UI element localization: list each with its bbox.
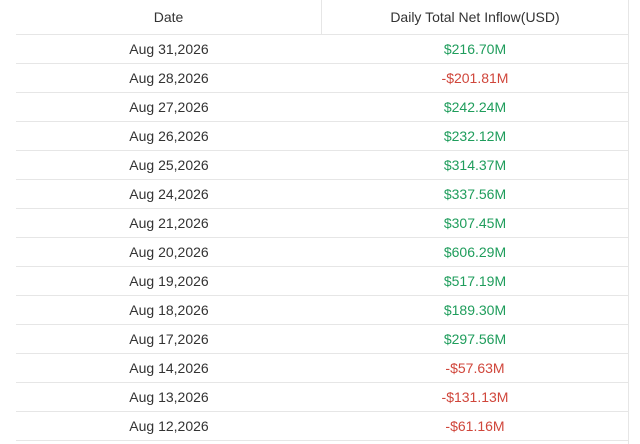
date-cell: Aug 12,2026: [129, 418, 209, 434]
date-cell: Aug 21,2026: [129, 215, 209, 231]
table-row: Aug 12,2026 -$61.16M: [16, 412, 628, 441]
net-inflow-cell: $189.30M: [443, 302, 507, 318]
date-cell: Aug 18,2026: [129, 302, 209, 318]
table-row: Aug 19,2026 $517.19M: [16, 267, 628, 296]
net-inflow-cell: $337.56M: [443, 186, 507, 202]
table-border: [628, 0, 629, 444]
date-cell: Aug 26,2026: [129, 128, 209, 144]
table-row: Aug 24,2026 $337.56M: [16, 180, 628, 209]
table-row: Aug 17,2026 $297.56M: [16, 325, 628, 354]
net-inflow-cell: $517.19M: [443, 273, 507, 289]
net-inflow-cell: -$201.81M: [441, 70, 509, 86]
net-inflow-cell: $216.70M: [443, 41, 507, 57]
date-cell: Aug 17,2026: [129, 331, 209, 347]
header-row: Date Daily Total Net Inflow(USD): [16, 0, 628, 35]
date-cell: Aug 31,2026: [129, 41, 209, 57]
table-row: Aug 18,2026 $189.30M: [16, 296, 628, 325]
net-inflow-cell: $606.29M: [443, 244, 507, 260]
table-row: Aug 31,2026 $216.70M: [16, 35, 628, 64]
net-inflow-cell: $307.45M: [443, 215, 507, 231]
date-cell: Aug 24,2026: [129, 186, 209, 202]
date-cell: Aug 19,2026: [129, 273, 209, 289]
net-inflow-cell: -$57.63M: [445, 360, 505, 376]
net-inflow-cell: $242.24M: [443, 99, 507, 115]
net-inflow-cell: -$131.13M: [441, 389, 509, 405]
table-row: Aug 20,2026 $606.29M: [16, 238, 628, 267]
date-cell: Aug 14,2026: [129, 360, 209, 376]
date-cell: Aug 25,2026: [129, 157, 209, 173]
header-cell: Date: [16, 0, 322, 34]
net-inflow-cell: $232.12M: [443, 128, 507, 144]
table-row: Aug 28,2026 -$201.81M: [16, 64, 628, 93]
date-cell: Aug 27,2026: [129, 99, 209, 115]
header-cell: Daily Total Net Inflow(USD): [390, 9, 560, 25]
net-inflow-cell: $297.56M: [443, 331, 507, 347]
table-row: Aug 13,2026 -$131.13M: [16, 383, 628, 412]
table-row: Aug 21,2026 $307.45M: [16, 209, 628, 238]
net-inflow-cell: $314.37M: [443, 157, 507, 173]
net-inflow-cell: -$61.16M: [445, 418, 505, 434]
date-cell: Aug 13,2026: [129, 389, 209, 405]
table-row: Aug 25,2026 $314.37M: [16, 151, 628, 180]
table-row: Aug 26,2026 $232.12M: [16, 122, 628, 151]
table-row: Aug 27,2026 $242.24M: [16, 93, 628, 122]
date-cell: Aug 28,2026: [129, 70, 209, 86]
table-row: Aug 14,2026 -$57.63M: [16, 354, 628, 383]
date-cell: Aug 20,2026: [129, 244, 209, 260]
